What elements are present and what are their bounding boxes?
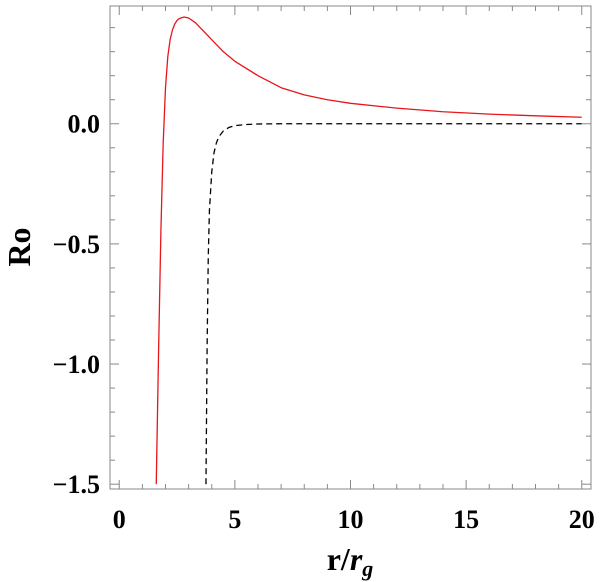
- y-tick-label: −0.5: [53, 230, 100, 259]
- tick-marks: [110, 6, 591, 489]
- series-line-red: [155, 16, 582, 485]
- y-tick-label: −1.0: [53, 350, 100, 379]
- x-axis-label-subscript: g: [361, 556, 373, 581]
- x-tick-label: 5: [228, 505, 241, 534]
- x-tick-label: 10: [338, 505, 364, 534]
- x-tick-label: 0: [113, 505, 126, 534]
- x-tick-labels: 0 5 10 15 20: [113, 505, 595, 534]
- y-tick-label: 0.0: [68, 110, 101, 139]
- y-axis-label: Ro: [1, 227, 37, 266]
- x-tick-label: 15: [453, 505, 479, 534]
- x-axis-label-main: r/: [327, 541, 351, 577]
- plot-frame: [109, 5, 592, 490]
- y-tick-label: −1.5: [53, 470, 100, 499]
- series-layer: [155, 16, 582, 485]
- x-axis-label-italic: r: [350, 541, 363, 577]
- series-line-dashed: [205, 123, 582, 485]
- y-tick-labels: 0.0 −0.5 −1.0 −1.5: [53, 110, 100, 499]
- x-tick-label: 20: [569, 505, 595, 534]
- x-axis-label: r/rg: [327, 541, 374, 581]
